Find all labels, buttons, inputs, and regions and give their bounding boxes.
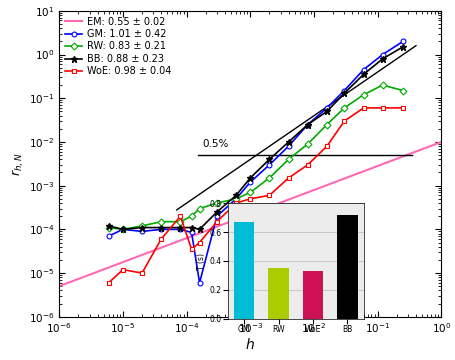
Line: WoE: 0.98 ± 0.04: WoE: 0.98 ± 0.04 <box>106 105 405 285</box>
RW: 0.83 ± 0.21: (0.004, 0.004): 0.83 ± 0.21: (0.004, 0.004) <box>286 157 291 162</box>
WoE: 0.98 ± 0.04: (0.03, 0.03): 0.98 ± 0.04: (0.03, 0.03) <box>342 119 347 123</box>
GM: 1.01 ± 0.42: (0.002, 0.003): 1.01 ± 0.42: (0.002, 0.003) <box>267 163 272 167</box>
WoE: 0.98 ± 0.04: (0.0006, 0.0004): 0.98 ± 0.04: (0.0006, 0.0004) <box>233 201 239 205</box>
BB: 0.88 ± 0.23: (0.0006, 0.0006): 0.88 ± 0.23: (0.0006, 0.0006) <box>233 193 239 198</box>
RW: 0.83 ± 0.21: (6e-06, 0.00011): 0.83 ± 0.21: (6e-06, 0.00011) <box>106 225 111 230</box>
Line: BB: 0.88 ± 0.23: BB: 0.88 ± 0.23 <box>105 43 406 233</box>
Bar <box>337 215 358 319</box>
GM: 1.01 ± 0.42: (0.00012, 8.5e-05): 1.01 ± 0.42: (0.00012, 8.5e-05) <box>189 230 194 235</box>
GM: 1.01 ± 0.42: (1e-05, 0.0001): 1.01 ± 0.42: (1e-05, 0.0001) <box>120 227 126 231</box>
GM: 1.01 ± 0.42: (4e-05, 0.0001): 1.01 ± 0.42: (4e-05, 0.0001) <box>158 227 164 231</box>
BB: 0.88 ± 0.23: (0.12, 0.8): 0.88 ± 0.23: (0.12, 0.8) <box>380 57 385 61</box>
RW: 0.83 ± 0.21: (0.008, 0.009): 0.83 ± 0.21: (0.008, 0.009) <box>305 142 310 146</box>
GM: 1.01 ± 0.42: (0.016, 0.06): 1.01 ± 0.42: (0.016, 0.06) <box>324 106 330 110</box>
WoE: 0.98 ± 0.04: (0.001, 0.0005): 0.98 ± 0.04: (0.001, 0.0005) <box>248 197 253 201</box>
BB: 0.88 ± 0.23: (0.008, 0.025): 0.88 ± 0.23: (0.008, 0.025) <box>305 122 310 127</box>
BB: 0.88 ± 0.23: (2e-05, 0.00011): 0.88 ± 0.23: (2e-05, 0.00011) <box>139 225 145 230</box>
Y-axis label: $r_{h,N}$: $r_{h,N}$ <box>10 152 26 176</box>
BB: 0.88 ± 0.23: (0.06, 0.35): 0.88 ± 0.23: (0.06, 0.35) <box>361 72 366 77</box>
WoE: 0.98 ± 0.04: (2e-05, 1e-05): 0.98 ± 0.04: (2e-05, 1e-05) <box>139 271 145 275</box>
WoE: 0.98 ± 0.04: (0.002, 0.0006): 0.98 ± 0.04: (0.002, 0.0006) <box>267 193 272 198</box>
WoE: 0.98 ± 0.04: (0.00012, 3.5e-05): 0.98 ± 0.04: (0.00012, 3.5e-05) <box>189 247 194 252</box>
RW: 0.83 ± 0.21: (0.25, 0.15): 0.83 ± 0.21: (0.25, 0.15) <box>400 88 406 93</box>
RW: 0.83 ± 0.21: (0.00012, 0.0002): 0.83 ± 0.21: (0.00012, 0.0002) <box>189 214 194 219</box>
WoE: 0.98 ± 0.04: (6e-06, 6e-06): 0.98 ± 0.04: (6e-06, 6e-06) <box>106 281 111 285</box>
GM: 1.01 ± 0.42: (0.06, 0.45): 1.01 ± 0.42: (0.06, 0.45) <box>361 68 366 72</box>
BB: 0.88 ± 0.23: (1e-05, 0.0001): 0.88 ± 0.23: (1e-05, 0.0001) <box>120 227 126 231</box>
RW: 0.83 ± 0.21: (0.001, 0.0007): 0.83 ± 0.21: (0.001, 0.0007) <box>248 190 253 195</box>
Legend: EM: 0.55 ± 0.02, GM: 1.01 ± 0.42, RW: 0.83 ± 0.21, BB: 0.88 ± 0.23, WoE: 0.98 ± : EM: 0.55 ± 0.02, GM: 1.01 ± 0.42, RW: 0.… <box>62 14 175 79</box>
Line: RW: 0.83 ± 0.21: RW: 0.83 ± 0.21 <box>106 83 405 232</box>
BB: 0.88 ± 0.23: (0.0003, 0.00025): 0.88 ± 0.23: (0.0003, 0.00025) <box>214 210 220 214</box>
RW: 0.83 ± 0.21: (8e-05, 0.00015): 0.83 ± 0.21: (8e-05, 0.00015) <box>177 220 183 224</box>
WoE: 0.98 ± 0.04: (0.016, 0.008): 0.98 ± 0.04: (0.016, 0.008) <box>324 144 330 148</box>
RW: 0.83 ± 0.21: (2e-05, 0.00012): 0.83 ± 0.21: (2e-05, 0.00012) <box>139 224 145 228</box>
BB: 0.88 ± 0.23: (0.004, 0.01): 0.88 ± 0.23: (0.004, 0.01) <box>286 140 291 144</box>
WoE: 0.98 ± 0.04: (1e-05, 1.2e-05): 0.98 ± 0.04: (1e-05, 1.2e-05) <box>120 267 126 272</box>
BB: 0.88 ± 0.23: (0.001, 0.0015): 0.88 ± 0.23: (0.001, 0.0015) <box>248 176 253 180</box>
Y-axis label: T (s): T (s) <box>197 252 207 270</box>
WoE: 0.98 ± 0.04: (4e-05, 6e-05): 0.98 ± 0.04: (4e-05, 6e-05) <box>158 237 164 241</box>
RW: 0.83 ± 0.21: (4e-05, 0.00015): 0.83 ± 0.21: (4e-05, 0.00015) <box>158 220 164 224</box>
BB: 0.88 ± 0.23: (0.03, 0.13): 0.88 ± 0.23: (0.03, 0.13) <box>342 91 347 95</box>
GM: 1.01 ± 0.42: (0.25, 2): 1.01 ± 0.42: (0.25, 2) <box>400 39 406 44</box>
GM: 1.01 ± 0.42: (0.004, 0.008): 1.01 ± 0.42: (0.004, 0.008) <box>286 144 291 148</box>
WoE: 0.98 ± 0.04: (0.25, 0.06): 0.98 ± 0.04: (0.25, 0.06) <box>400 106 406 110</box>
WoE: 0.98 ± 0.04: (8e-05, 0.0002): 0.98 ± 0.04: (8e-05, 0.0002) <box>177 214 183 219</box>
RW: 0.83 ± 0.21: (0.016, 0.025): 0.83 ± 0.21: (0.016, 0.025) <box>324 122 330 127</box>
WoE: 0.98 ± 0.04: (0.004, 0.0015): 0.98 ± 0.04: (0.004, 0.0015) <box>286 176 291 180</box>
BB: 0.88 ± 0.23: (6e-06, 0.00012): 0.88 ± 0.23: (6e-06, 0.00012) <box>106 224 111 228</box>
RW: 0.83 ± 0.21: (0.06, 0.12): 0.83 ± 0.21: (0.06, 0.12) <box>361 93 366 97</box>
RW: 0.83 ± 0.21: (0.03, 0.06): 0.83 ± 0.21: (0.03, 0.06) <box>342 106 347 110</box>
GM: 1.01 ± 0.42: (0.001, 0.0012): 1.01 ± 0.42: (0.001, 0.0012) <box>248 180 253 184</box>
WoE: 0.98 ± 0.04: (0.008, 0.003): 0.98 ± 0.04: (0.008, 0.003) <box>305 163 310 167</box>
GM: 1.01 ± 0.42: (0.008, 0.025): 1.01 ± 0.42: (0.008, 0.025) <box>305 122 310 127</box>
WoE: 0.98 ± 0.04: (0.00016, 5e-05): 0.98 ± 0.04: (0.00016, 5e-05) <box>197 240 202 245</box>
Text: 0.5%: 0.5% <box>203 139 229 149</box>
GM: 1.01 ± 0.42: (0.03, 0.15): 1.01 ± 0.42: (0.03, 0.15) <box>342 88 347 93</box>
RW: 0.83 ± 0.21: (0.12, 0.2): 0.83 ± 0.21: (0.12, 0.2) <box>380 83 385 87</box>
BB: 0.88 ± 0.23: (0.00012, 0.00011): 0.88 ± 0.23: (0.00012, 0.00011) <box>189 225 194 230</box>
Bar <box>303 271 324 319</box>
GM: 1.01 ± 0.42: (0.12, 1): 1.01 ± 0.42: (0.12, 1) <box>380 52 385 57</box>
RW: 0.83 ± 0.21: (1e-05, 0.0001): 0.83 ± 0.21: (1e-05, 0.0001) <box>120 227 126 231</box>
GM: 1.01 ± 0.42: (0.0003, 0.0002): 1.01 ± 0.42: (0.0003, 0.0002) <box>214 214 220 219</box>
Line: GM: 1.01 ± 0.42: GM: 1.01 ± 0.42 <box>106 39 405 285</box>
X-axis label: h: h <box>246 338 255 352</box>
BB: 0.88 ± 0.23: (4e-05, 0.00011): 0.88 ± 0.23: (4e-05, 0.00011) <box>158 225 164 230</box>
GM: 1.01 ± 0.42: (0.0006, 0.0005): 1.01 ± 0.42: (0.0006, 0.0005) <box>233 197 239 201</box>
GM: 1.01 ± 0.42: (6e-06, 7e-05): 1.01 ± 0.42: (6e-06, 7e-05) <box>106 234 111 238</box>
Bar <box>234 222 254 319</box>
RW: 0.83 ± 0.21: (0.00016, 0.0003): 0.83 ± 0.21: (0.00016, 0.0003) <box>197 206 202 211</box>
BB: 0.88 ± 0.23: (8e-05, 0.00011): 0.88 ± 0.23: (8e-05, 0.00011) <box>177 225 183 230</box>
WoE: 0.98 ± 0.04: (0.06, 0.06): 0.98 ± 0.04: (0.06, 0.06) <box>361 106 366 110</box>
GM: 1.01 ± 0.42: (2e-05, 9e-05): 1.01 ± 0.42: (2e-05, 9e-05) <box>139 229 145 234</box>
RW: 0.83 ± 0.21: (0.0003, 0.0004): 0.83 ± 0.21: (0.0003, 0.0004) <box>214 201 220 205</box>
GM: 1.01 ± 0.42: (0.00016, 6e-06): 1.01 ± 0.42: (0.00016, 6e-06) <box>197 281 202 285</box>
GM: 1.01 ± 0.42: (8e-05, 0.0001): 1.01 ± 0.42: (8e-05, 0.0001) <box>177 227 183 231</box>
BB: 0.88 ± 0.23: (0.016, 0.05): 0.88 ± 0.23: (0.016, 0.05) <box>324 109 330 113</box>
WoE: 0.98 ± 0.04: (0.0003, 0.00015): 0.98 ± 0.04: (0.0003, 0.00015) <box>214 220 220 224</box>
RW: 0.83 ± 0.21: (0.0006, 0.0005): 0.83 ± 0.21: (0.0006, 0.0005) <box>233 197 239 201</box>
WoE: 0.98 ± 0.04: (0.12, 0.06): 0.98 ± 0.04: (0.12, 0.06) <box>380 106 385 110</box>
RW: 0.83 ± 0.21: (0.002, 0.0015): 0.83 ± 0.21: (0.002, 0.0015) <box>267 176 272 180</box>
BB: 0.88 ± 0.23: (0.002, 0.004): 0.88 ± 0.23: (0.002, 0.004) <box>267 157 272 162</box>
BB: 0.88 ± 0.23: (0.00016, 0.0001): 0.88 ± 0.23: (0.00016, 0.0001) <box>197 227 202 231</box>
Bar <box>268 268 289 319</box>
BB: 0.88 ± 0.23: (0.25, 1.5): 0.88 ± 0.23: (0.25, 1.5) <box>400 45 406 49</box>
